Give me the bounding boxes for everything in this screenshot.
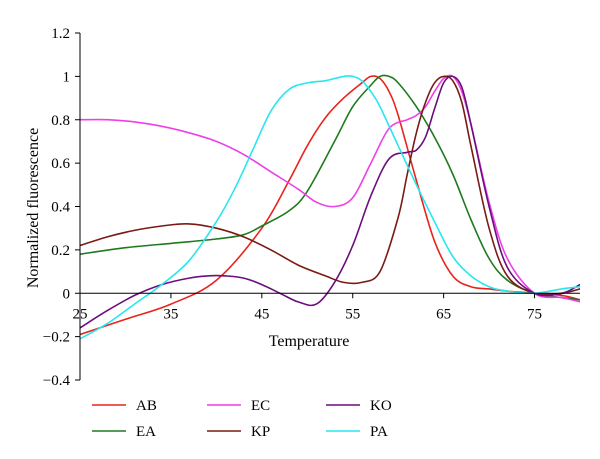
y-tick-label: 0.2: [51, 243, 70, 259]
y-tick-label: 0.8: [51, 113, 70, 129]
x-axis-title: Temperature: [269, 333, 350, 350]
y-tick-label: 1: [63, 69, 71, 85]
legend-label-ec: EC: [251, 398, 270, 414]
legend-label-pa: PA: [370, 424, 388, 440]
legend-label-ko: KO: [370, 398, 392, 414]
y-tick-label: 0: [63, 286, 71, 302]
y-tick-label: 0.6: [51, 156, 70, 172]
x-tick-label: 55: [345, 306, 360, 322]
x-tick-label: 45: [254, 306, 269, 322]
series-line-ea: [80, 74, 580, 301]
y-tick-label: −0.4: [43, 373, 71, 389]
legend-label-kp: KP: [251, 424, 270, 440]
x-tick-label: 25: [73, 306, 88, 322]
y-tick-label: 0.4: [51, 200, 70, 216]
x-tick-label: 65: [436, 306, 451, 322]
y-axis-title: Normalized fluorescence: [25, 128, 42, 288]
series-line-ko: [80, 75, 580, 329]
axes-layer: [75, 32, 580, 381]
series-line-kp: [80, 75, 580, 296]
series-line-pa: [80, 75, 580, 340]
y-tick-label: −0.2: [43, 330, 70, 346]
legend-label-ea: EA: [136, 424, 156, 440]
series-layer: [80, 74, 580, 340]
labels-layer: −0.4 −0.2 0 0.2 0.4 0.6 0.8 1 1.2 25 35 45 55 65 75: [43, 26, 542, 389]
x-tick-label: 35: [163, 306, 178, 322]
y-tick-label: 1.2: [51, 26, 70, 42]
x-tick-label: 75: [527, 306, 542, 322]
legend-label-ab: AB: [136, 398, 157, 414]
series-line-ab: [80, 75, 580, 336]
legend: AB EC KO EA KP PA: [92, 398, 392, 440]
series-line-ec: [80, 74, 580, 303]
